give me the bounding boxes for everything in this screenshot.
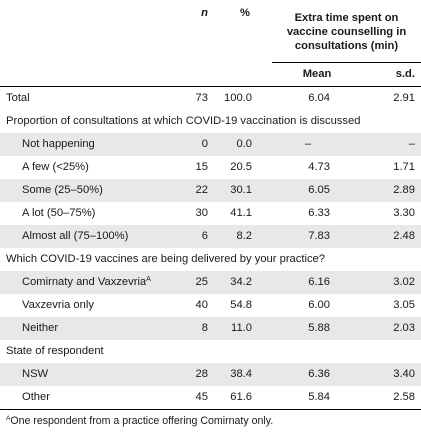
row-label: Other [0, 385, 176, 410]
row-mean: 5.88 [272, 316, 354, 340]
table-row: A lot (50–75%) 30 41.1 6.33 3.30 [0, 202, 421, 225]
table-row: Other 45 61.6 5.84 2.58 [0, 385, 421, 410]
row-label: Some (25–50%) [0, 178, 176, 202]
table-row: Comirnaty and VaxzevriaA 25 34.2 6.16 3.… [0, 270, 421, 294]
row-label: Vaxzevria only [22, 299, 94, 311]
footnote-marker: A [6, 415, 11, 422]
row-mean: 6.33 [308, 207, 330, 219]
table-container: n % Extra time spent on vaccine counsell… [0, 0, 421, 410]
row-mean: – [272, 132, 354, 156]
table-row: NSW 28 38.4 6.36 3.40 [0, 362, 421, 386]
table-row-total: Total 73 100.0 6.04 2.91 [0, 86, 421, 110]
table-row: Not happening 0 0.0 – – [0, 132, 421, 156]
row-n: 15 [195, 161, 208, 173]
header-blank-3 [176, 62, 214, 87]
header-mean: Mean [272, 62, 354, 87]
row-sd: – [354, 132, 421, 156]
row-n: 22 [176, 178, 214, 202]
header-extra-line-2: vaccine counselling in [286, 26, 407, 39]
row-label: Total [6, 92, 30, 104]
table-row: A few (<25%) 15 20.5 4.73 1.71 [0, 156, 421, 179]
row-percent: 61.6 [214, 385, 272, 410]
section-title: Which COVID-19 vaccines are being delive… [6, 253, 325, 265]
row-label: Not happening [0, 132, 176, 156]
row-mean: 6.16 [272, 270, 354, 294]
row-percent: 8.2 [214, 224, 272, 248]
footnote-marker: A [146, 276, 151, 283]
section-title: State of respondent [6, 345, 104, 357]
row-label-text: Comirnaty and Vaxzevria [22, 276, 147, 288]
footnote: AOne respondent from a practice offering… [6, 415, 273, 427]
header-extra-line-3: consultations (min) [294, 40, 399, 53]
table-row: Almost all (75–100%) 6 8.2 7.83 2.48 [0, 224, 421, 248]
row-label: Comirnaty and VaxzevriaA [0, 270, 176, 294]
row-n: 30 [195, 207, 208, 219]
row-percent: 41.1 [230, 207, 252, 219]
row-sd: 3.30 [393, 207, 415, 219]
header-row-2: Mean s.d. [0, 62, 421, 87]
row-n: 45 [176, 385, 214, 410]
row-mean: 5.84 [272, 385, 354, 410]
data-table: n % Extra time spent on vaccine counsell… [0, 0, 421, 410]
row-n: 6 [176, 224, 214, 248]
row-n: 73 [195, 92, 208, 104]
row-percent: 38.4 [214, 362, 272, 386]
row-sd: 2.89 [354, 178, 421, 202]
row-sd: 1.71 [393, 161, 415, 173]
row-percent: 0.0 [214, 132, 272, 156]
row-sd: 2.03 [354, 316, 421, 340]
row-sd: 3.02 [354, 270, 421, 294]
row-mean: 6.04 [308, 92, 330, 104]
table-row: Some (25–50%) 22 30.1 6.05 2.89 [0, 178, 421, 202]
table-row: Vaxzevria only 40 54.8 6.00 3.05 [0, 294, 421, 317]
row-percent: 20.5 [230, 161, 252, 173]
row-mean: 7.83 [272, 224, 354, 248]
header-blank [0, 0, 176, 62]
row-mean: 6.36 [272, 362, 354, 386]
row-percent: 34.2 [214, 270, 272, 294]
section-title: Proportion of consultations at which COV… [6, 115, 361, 127]
row-sd: 3.05 [393, 299, 415, 311]
row-percent: 54.8 [230, 299, 252, 311]
row-n: 8 [176, 316, 214, 340]
row-percent: 30.1 [214, 178, 272, 202]
row-sd: 3.40 [354, 362, 421, 386]
row-label: A lot (50–75%) [22, 207, 96, 219]
row-label: Almost all (75–100%) [0, 224, 176, 248]
header-extra-line-1: Extra time spent on [294, 12, 399, 25]
row-mean: 6.00 [308, 299, 330, 311]
row-percent: 11.0 [214, 316, 272, 340]
header-row-1: n % Extra time spent on vaccine counsell… [0, 0, 421, 63]
row-n: 0 [176, 132, 214, 156]
footnote-text: One respondent from a practice offering … [10, 415, 274, 427]
section-header-state: State of respondent [0, 340, 421, 363]
row-sd: 2.48 [354, 224, 421, 248]
header-sd: s.d. [354, 62, 421, 87]
row-sd: 2.91 [393, 92, 415, 104]
header-blank-4 [214, 62, 272, 87]
row-label: NSW [0, 362, 176, 386]
row-label: Neither [0, 316, 176, 340]
table-row: Neither 8 11.0 5.88 2.03 [0, 316, 421, 340]
row-mean: 4.73 [308, 161, 330, 173]
row-n: 25 [176, 270, 214, 294]
row-mean: 6.05 [272, 178, 354, 202]
header-n: n [201, 7, 208, 19]
row-percent: 100.0 [224, 92, 252, 104]
row-n: 28 [176, 362, 214, 386]
header-extra-time: Extra time spent on vaccine counselling … [272, 0, 421, 63]
section-header-vaccines: Which COVID-19 vaccines are being delive… [0, 248, 421, 271]
section-header-discussion: Proportion of consultations at which COV… [0, 110, 421, 133]
row-n: 40 [195, 299, 208, 311]
header-percent: % [240, 7, 250, 19]
header-blank-2 [0, 62, 176, 87]
row-sd: 2.58 [354, 385, 421, 410]
row-label: A few (<25%) [22, 161, 89, 173]
